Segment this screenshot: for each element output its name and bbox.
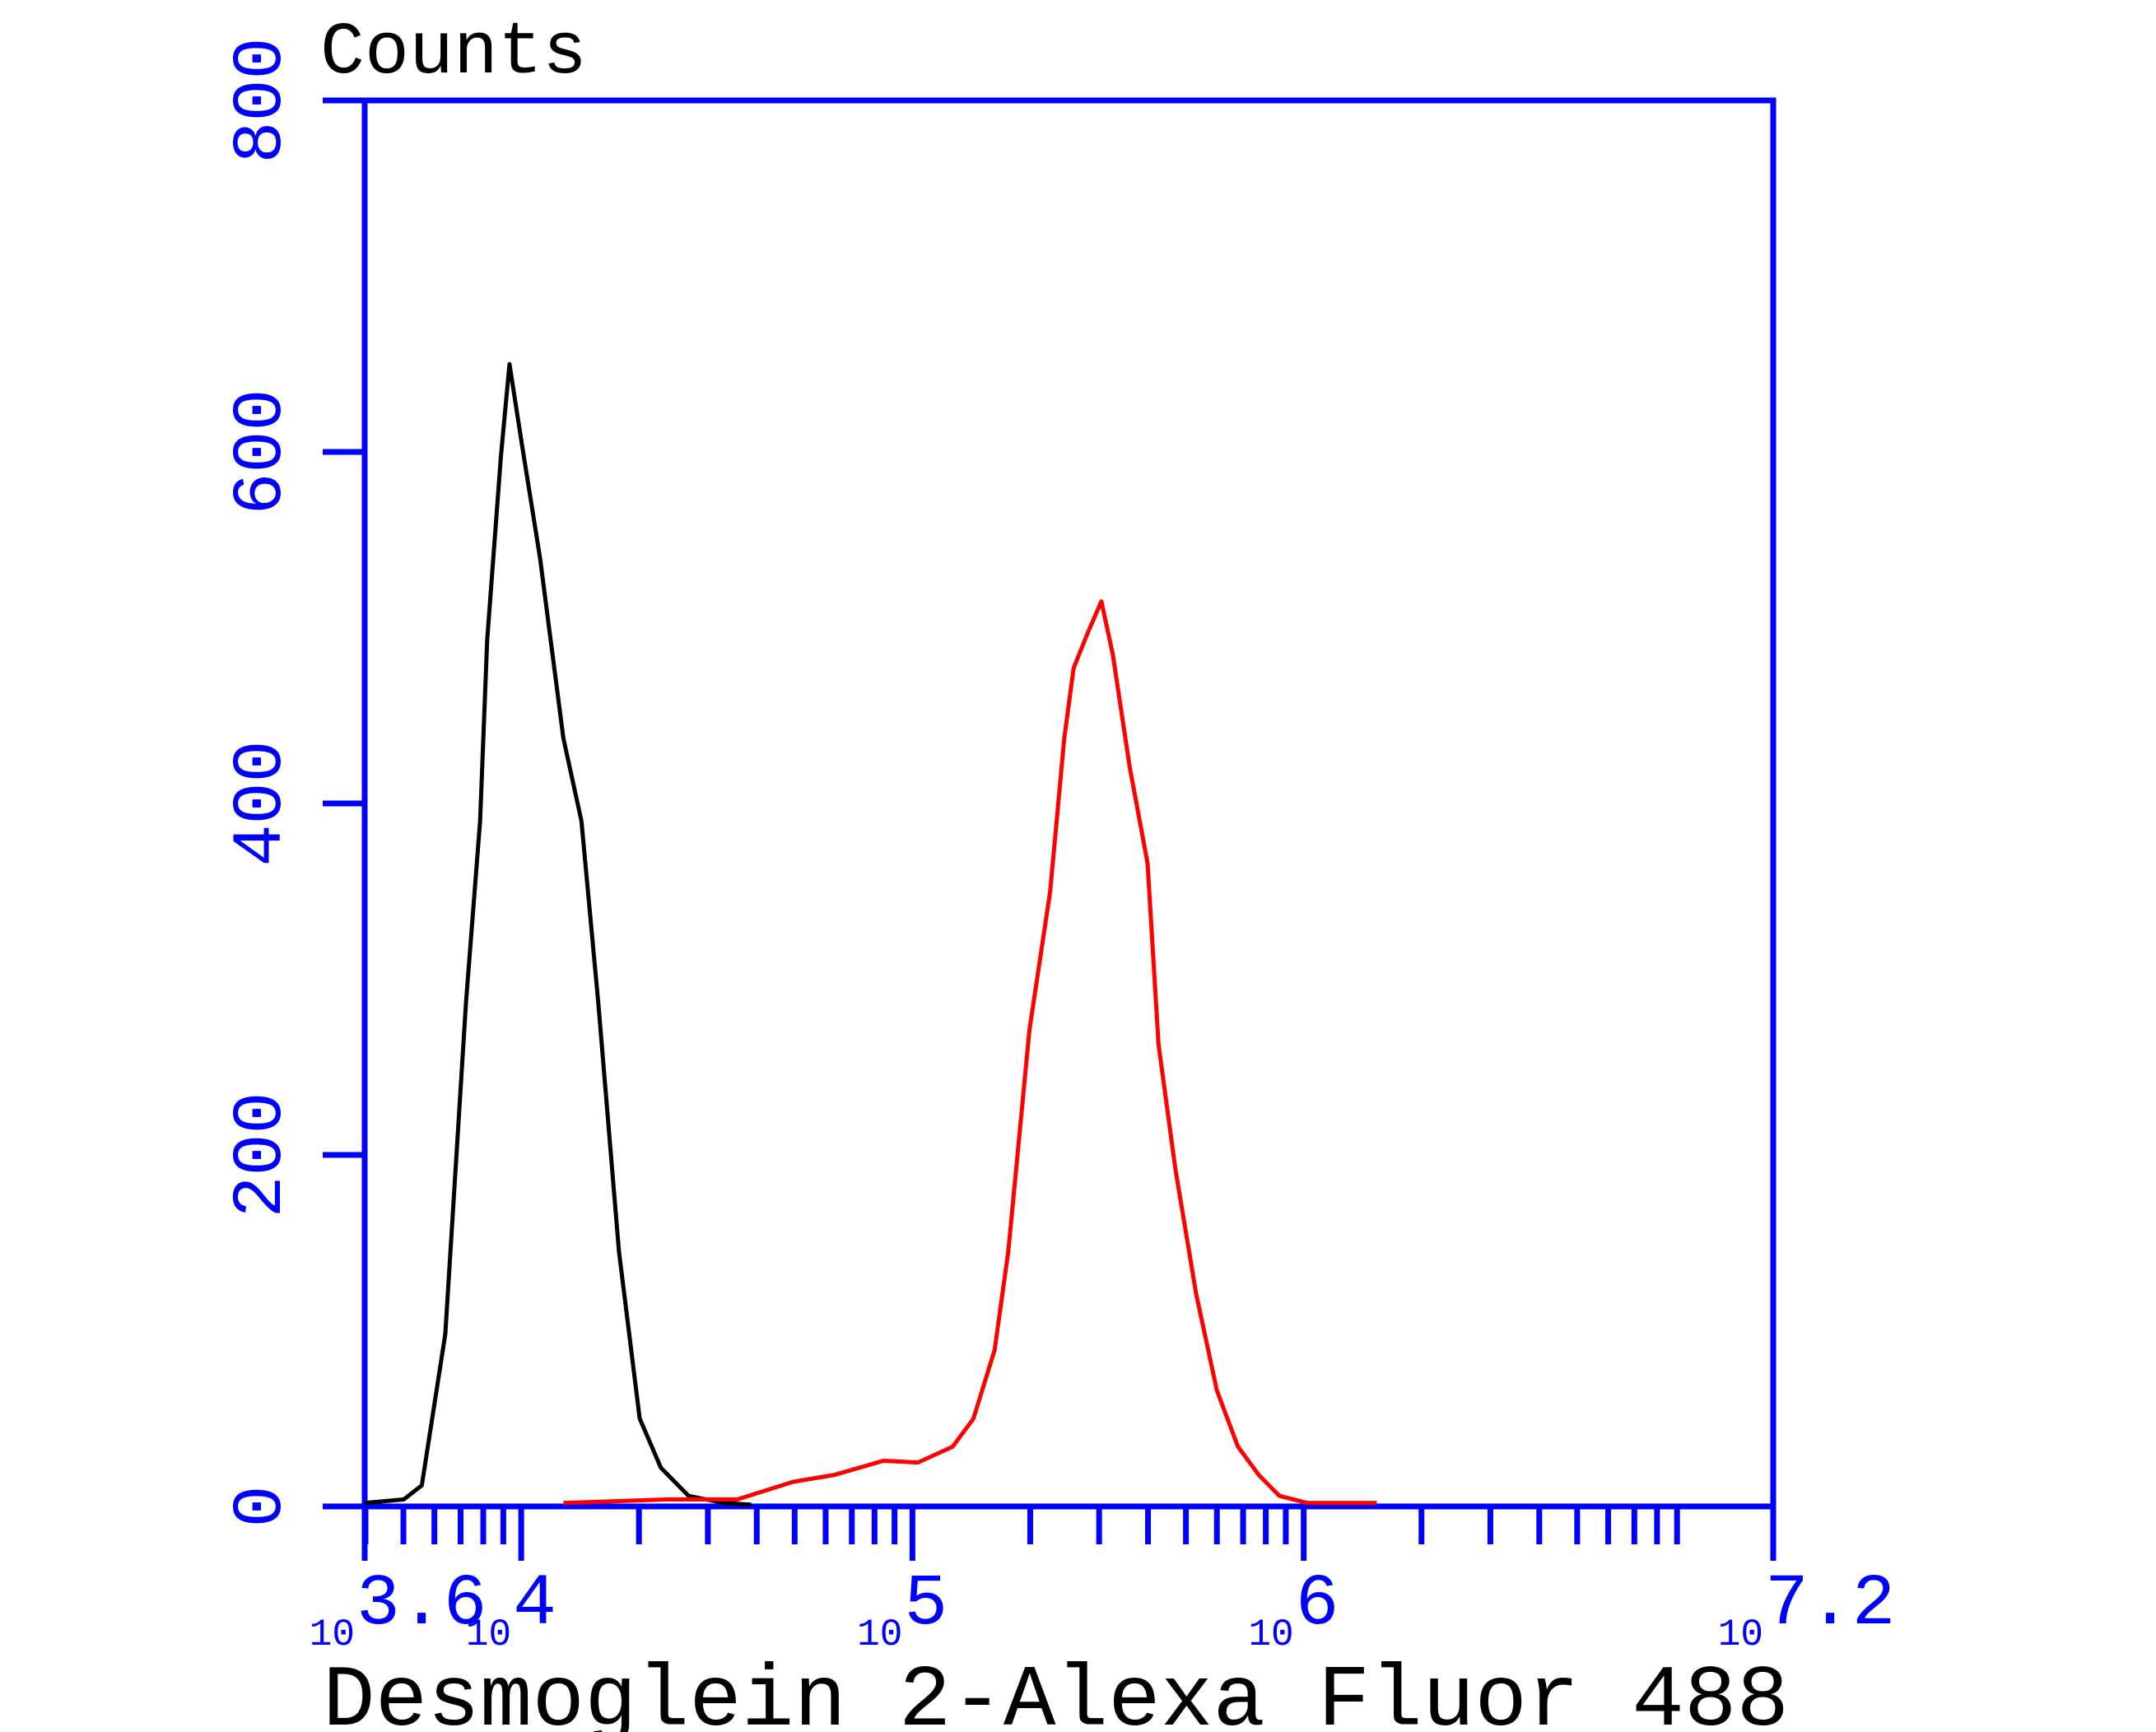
y-tick-label: 200 (221, 1092, 301, 1218)
histogram-line (563, 599, 1377, 1506)
x-tick-base: 10 (466, 1613, 511, 1656)
x-tick-label: 7.2 (1765, 1564, 1895, 1646)
x-tick-label: 6 (1296, 1564, 1339, 1646)
y-tick-label: 400 (221, 740, 301, 866)
y-tick-label: 600 (221, 389, 301, 514)
x-tick-label: 4 (513, 1564, 556, 1646)
y-tick-label: 800 (221, 37, 301, 163)
y-tick-label: 0 (221, 1485, 301, 1527)
x-tick-base: 10 (1718, 1613, 1763, 1656)
x-tick-base: 10 (1248, 1613, 1293, 1656)
x-axis-title: Desmoglein 2-Alexa Fluor 488 (323, 1652, 1789, 1732)
x-tick-base: 10 (310, 1613, 355, 1656)
y-axis-title: Counts (320, 12, 587, 95)
x-tick-base: 10 (857, 1613, 902, 1656)
x-tick-label: 5 (904, 1564, 948, 1646)
histogram-line (364, 361, 752, 1507)
x-tick-label: 3.6 (356, 1564, 487, 1646)
